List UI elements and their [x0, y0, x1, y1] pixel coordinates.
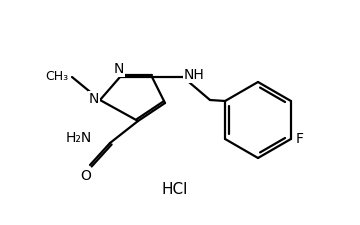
Text: NH: NH — [184, 68, 205, 82]
Text: N: N — [114, 62, 124, 76]
Text: N: N — [89, 92, 99, 106]
Text: HCl: HCl — [162, 182, 188, 198]
Text: F: F — [296, 132, 304, 146]
Text: CH₃: CH₃ — [45, 70, 68, 83]
Text: H₂N: H₂N — [66, 131, 92, 145]
Text: O: O — [81, 169, 91, 183]
